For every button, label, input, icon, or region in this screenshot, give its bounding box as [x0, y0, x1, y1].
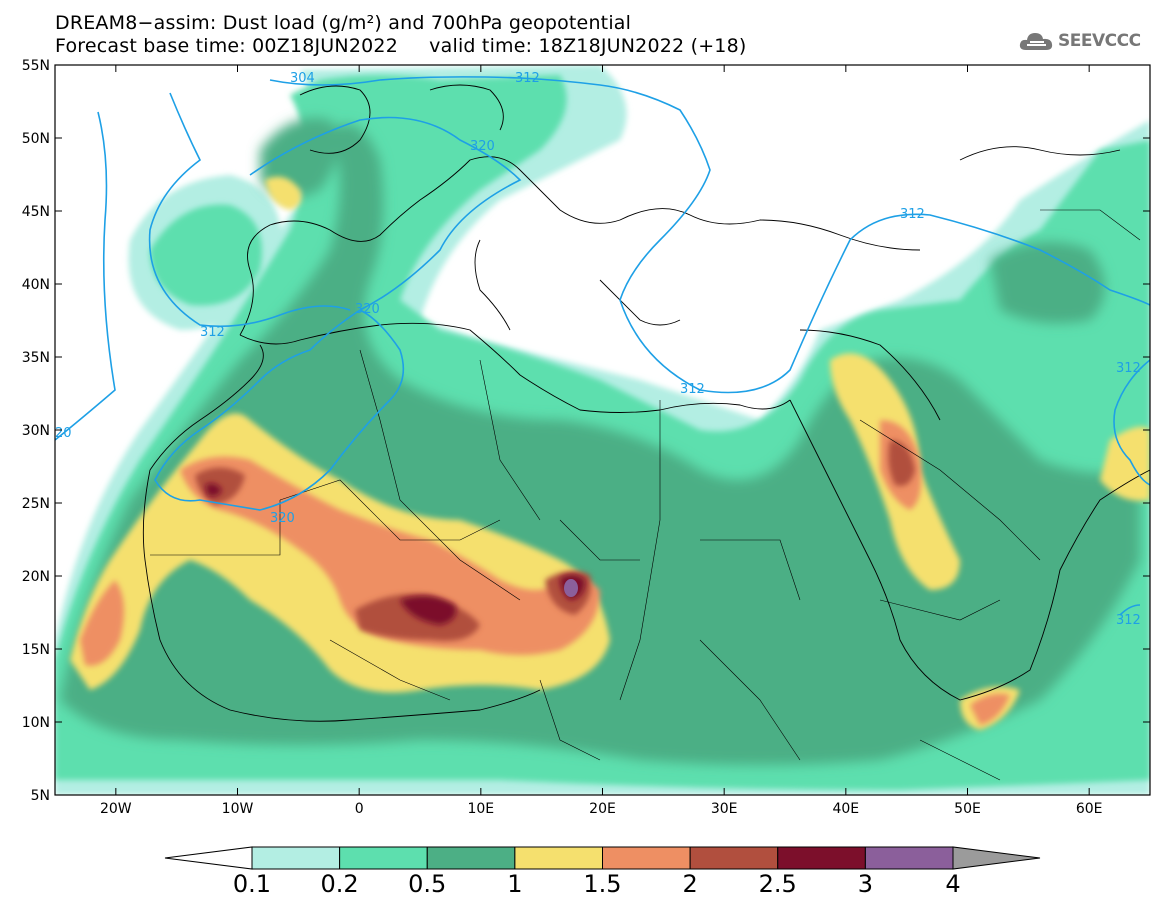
- contour-label: 312: [680, 382, 705, 397]
- colorbar-level-label: 2.5: [759, 870, 797, 898]
- country-borders: [150, 209, 1141, 781]
- lon-label: 10W: [222, 801, 254, 817]
- colorbar-swatch: [514, 846, 603, 870]
- lat-label: 30N: [22, 423, 50, 439]
- contour-label: 312: [1116, 361, 1141, 376]
- contour-label: 304: [290, 71, 315, 86]
- seevccc-logo: SEEVCCC: [1018, 28, 1141, 54]
- colorbar-level-label: 0.5: [408, 870, 446, 898]
- map-title-line-1: DREAM8−assim: Dust load (g/m²) and 700hP…: [55, 12, 632, 34]
- lon-label: 40E: [832, 801, 859, 817]
- colorbar: 0.1 0.2 0.5 1 1.5 2 2.5 3 4: [164, 846, 1041, 898]
- colorbar-level-label: 4: [945, 870, 960, 898]
- colorbar-level-label: 0.1: [233, 870, 271, 898]
- colorbar-level-label: 2: [682, 870, 697, 898]
- lat-label: 20N: [22, 569, 50, 585]
- colorbar-swatch: [426, 846, 516, 870]
- colorbar-under-triangle: [164, 846, 253, 870]
- colorbar-level-label: 1.5: [583, 870, 621, 898]
- colorbar-level-label: 3: [858, 870, 873, 898]
- lon-label: 50E: [954, 801, 981, 817]
- lon-label: 30E: [711, 801, 738, 817]
- colorbar-swatch: [864, 846, 954, 870]
- contour-label: 312: [200, 325, 225, 340]
- lat-label: 5N: [31, 788, 50, 804]
- contour-label: 312: [900, 207, 925, 222]
- colorbar-swatch: [777, 846, 866, 870]
- lon-label: 60E: [1076, 801, 1103, 817]
- colorbar-over-triangle: [952, 846, 1041, 870]
- lon-label: 20E: [589, 801, 616, 817]
- contour-label: 312: [515, 71, 540, 86]
- dust-field: 304 312 320 312 320 312 312 312 20 320 3…: [55, 65, 1150, 795]
- colorbar-swatch: [251, 846, 341, 870]
- lon-label: 10E: [467, 801, 494, 817]
- geopotential-contours: [55, 76, 1150, 616]
- longitude-axis: 20W 10W 0 10E 20E 30E 40E 50E 60E: [100, 65, 1103, 817]
- colorbar-level-label: 0.2: [321, 870, 359, 898]
- lat-label: 40N: [22, 277, 50, 293]
- map-title-line-2: Forecast base time: 00Z18JUN2022 valid t…: [55, 35, 747, 57]
- lat-label: 10N: [22, 715, 50, 731]
- dust-level-3: [564, 579, 578, 597]
- colorbar-swatch: [339, 846, 428, 870]
- contour-labels: 304 312 320 312 320 312 312 312 20 320 3…: [55, 71, 1141, 628]
- lat-label: 45N: [22, 204, 50, 220]
- lat-label: 15N: [22, 642, 50, 658]
- logo-text: SEEVCCC: [1058, 31, 1141, 51]
- contour-label: 20: [55, 426, 72, 441]
- cloud-icon: [1019, 33, 1053, 50]
- colorbar-level-label: 1: [507, 870, 522, 898]
- lat-label: 55N: [22, 58, 50, 74]
- lat-label: 35N: [22, 350, 50, 366]
- contour-label: 312: [1116, 613, 1141, 628]
- lat-label: 50N: [22, 131, 50, 147]
- contour-label: 320: [270, 511, 295, 526]
- colorbar-swatch: [602, 846, 691, 870]
- coastlines: [142, 84, 1150, 722]
- colorbar-swatch: [689, 846, 779, 870]
- lon-label: 0: [355, 801, 364, 817]
- lat-label: 25N: [22, 496, 50, 512]
- latitude-axis: 55N 50N 45N 40N 35N 30N 25N 20N 15N 10N 5N: [22, 58, 1150, 804]
- lon-label: 20W: [100, 801, 132, 817]
- contour-label: 320: [470, 139, 495, 154]
- contour-label: 320: [355, 302, 380, 317]
